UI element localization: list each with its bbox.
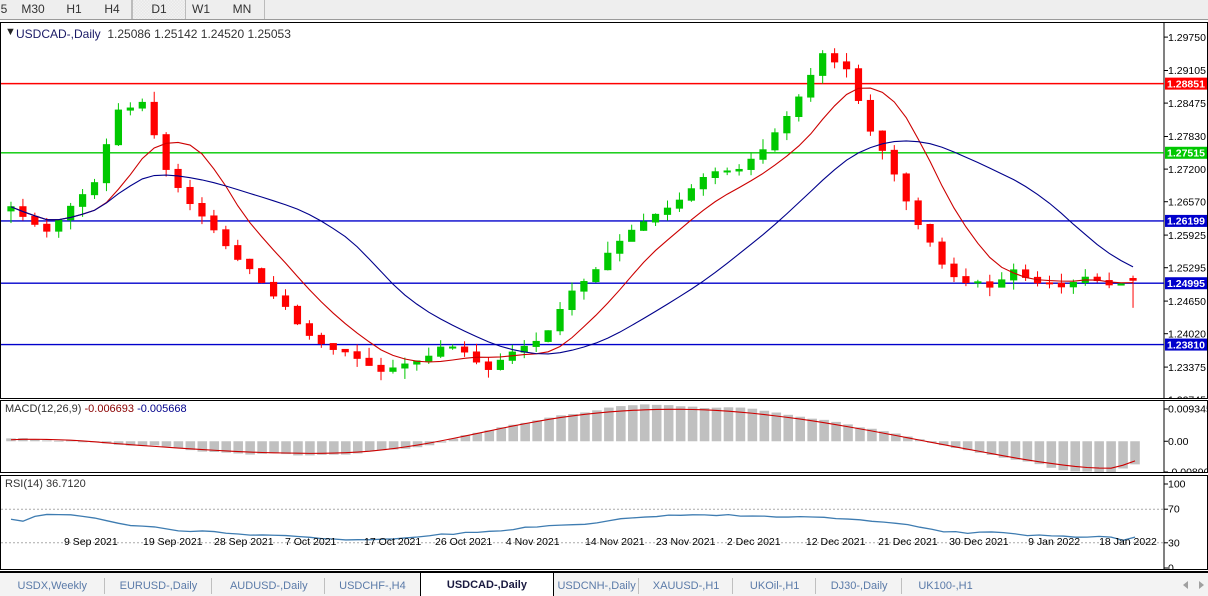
svg-text:14 Nov 2021: 14 Nov 2021 [585,536,645,548]
svg-text:1.22745: 1.22745 [1168,394,1206,399]
svg-text:30 Dec 2021: 30 Dec 2021 [949,536,1009,548]
svg-text:9 Jan 2022: 9 Jan 2022 [1028,536,1080,548]
svg-text:1.27515: 1.27515 [1167,147,1205,159]
svg-text:28 Sep 2021: 28 Sep 2021 [214,536,274,548]
svg-text:-0.008902: -0.008902 [1168,467,1208,474]
svg-text:26 Oct 2021: 26 Oct 2021 [435,536,492,548]
svg-text:0: 0 [1168,563,1174,571]
svg-text:1.23375: 1.23375 [1168,362,1206,374]
svg-text:1.26570: 1.26570 [1168,196,1206,208]
svg-text:12 Dec 2021: 12 Dec 2021 [806,536,866,548]
svg-text:4 Nov 2021: 4 Nov 2021 [506,536,560,548]
svg-text:0.00: 0.00 [1168,436,1189,448]
svg-text:1.27200: 1.27200 [1168,164,1206,176]
svg-text:1.27830: 1.27830 [1168,131,1206,143]
svg-text:2 Dec 2021: 2 Dec 2021 [727,536,781,548]
svg-text:1.29105: 1.29105 [1168,65,1206,77]
svg-text:17 Oct 2021: 17 Oct 2021 [364,536,421,548]
svg-text:9 Sep 2021: 9 Sep 2021 [64,536,118,548]
svg-text:1.24650: 1.24650 [1168,296,1206,308]
svg-text:23 Nov 2021: 23 Nov 2021 [656,536,716,548]
svg-text:1.25295: 1.25295 [1168,262,1206,274]
svg-text:1.28851: 1.28851 [1167,78,1205,90]
svg-text:1.23810: 1.23810 [1167,339,1205,351]
svg-text:100: 100 [1168,479,1186,491]
svg-text:21 Dec 2021: 21 Dec 2021 [878,536,938,548]
svg-text:1.24995: 1.24995 [1167,278,1205,290]
svg-text:19 Sep 2021: 19 Sep 2021 [143,536,203,548]
svg-text:1.26199: 1.26199 [1167,216,1205,228]
svg-text:7 Oct 2021: 7 Oct 2021 [285,536,337,548]
svg-text:0.009345: 0.009345 [1168,404,1208,416]
svg-text:1.28475: 1.28475 [1168,98,1206,110]
svg-text:1.25925: 1.25925 [1168,230,1206,242]
svg-text:1.29750: 1.29750 [1168,32,1206,44]
svg-text:70: 70 [1168,504,1180,516]
svg-text:18 Jan 2022: 18 Jan 2022 [1099,536,1157,548]
